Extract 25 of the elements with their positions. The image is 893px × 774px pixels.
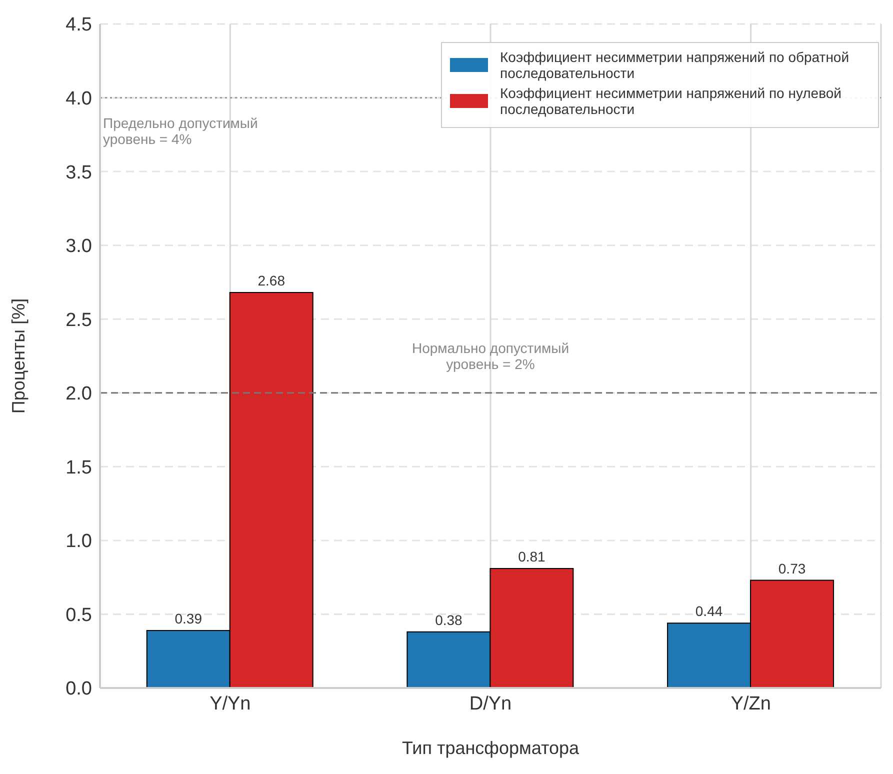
y-tick-label: 0.0 bbox=[66, 678, 92, 700]
ref-line-label: Нормально допустимый уровень = 2% bbox=[412, 340, 570, 372]
y-tick-label: 3.5 bbox=[66, 162, 92, 184]
data-label: 0.73 bbox=[778, 560, 806, 576]
x-axis-title: Тип трансформатора bbox=[402, 738, 580, 758]
legend-label: Коэффициент несимметрии напряжений по нулевой последовательности bbox=[500, 85, 842, 117]
y-tick-label: 2.0 bbox=[66, 384, 92, 405]
y-tick-label: 1.5 bbox=[66, 457, 92, 478]
y-tick-label: 4.0 bbox=[66, 88, 92, 110]
y-tick-label: 2.5 bbox=[66, 310, 92, 331]
x-tick-label: Y/Yn bbox=[210, 693, 251, 714]
data-label: 2.68 bbox=[258, 272, 286, 289]
legend-label: Коэффициент несимметрии напряжений по обратной последовательности bbox=[500, 49, 850, 81]
y-tick-label: 3.0 bbox=[66, 236, 92, 258]
data-label: 0.39 bbox=[174, 610, 202, 626]
y-tick-label: 0.5 bbox=[66, 604, 92, 626]
x-tick-label: Y/Zn bbox=[730, 693, 771, 714]
y-axis-title: Проценты [%] bbox=[8, 298, 28, 414]
ref-line-label: Предельно допустимый уровень = 4% bbox=[103, 114, 258, 147]
y-tick-label: 1.0 bbox=[66, 531, 92, 552]
data-label: 0.44 bbox=[695, 603, 723, 620]
data-label: 0.38 bbox=[435, 612, 463, 628]
data-label: 0.81 bbox=[518, 548, 546, 564]
y-tick-label: 4.5 bbox=[66, 14, 92, 36]
x-tick-label: D/Yn bbox=[469, 693, 512, 714]
